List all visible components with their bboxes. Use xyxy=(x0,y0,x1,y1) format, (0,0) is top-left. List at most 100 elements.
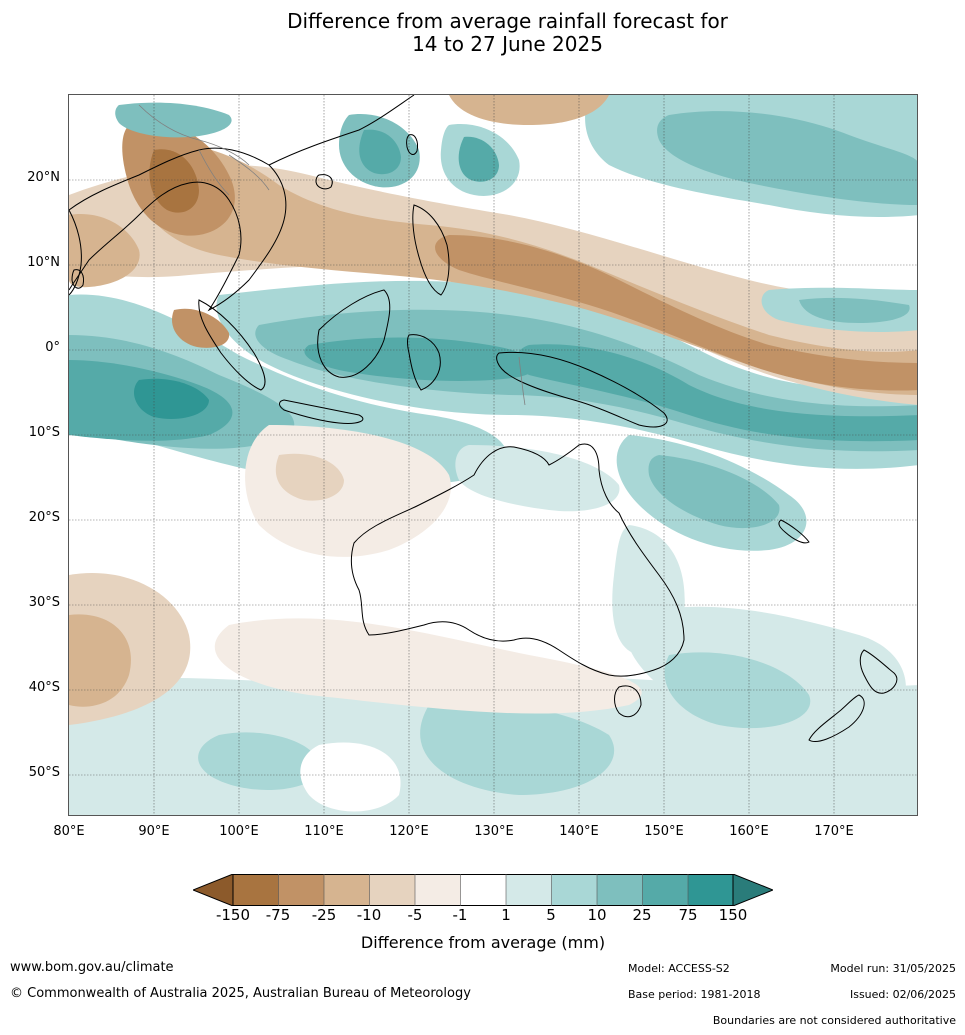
lat-label-0: 0° xyxy=(45,340,60,355)
colorbar-bin-6 xyxy=(460,874,506,906)
colorbar-tick-7: 1 xyxy=(501,906,511,924)
taiwan-teal-core xyxy=(359,129,401,175)
india-coastline xyxy=(69,209,82,296)
colorbar-outline xyxy=(232,874,734,906)
lat-label-50s: 50°S xyxy=(28,765,60,780)
southern-white-patch xyxy=(300,742,401,812)
colorbar-bin-11 xyxy=(688,874,733,906)
lon-label-160e: 160°E xyxy=(729,824,769,839)
north-au-teal xyxy=(455,445,620,512)
copyright-text: © Commonwealth of Australia 2025, Austra… xyxy=(10,986,471,1001)
lon-label-110e: 110°E xyxy=(304,824,344,839)
indian-ocean-teal-center xyxy=(134,378,209,420)
model-run-text: Model run: 31/05/2025 xyxy=(830,962,956,975)
bay-bengal-brown xyxy=(69,214,140,288)
colorbar-tick-10: 25 xyxy=(632,906,652,924)
southern-brown-patch-2 xyxy=(69,614,131,707)
coral-sea-teal-2 xyxy=(648,455,780,529)
sri-lanka-coastline xyxy=(71,269,84,289)
southern-teal-patch-2 xyxy=(198,732,321,790)
border-line-4 xyxy=(518,356,526,406)
southern-white-band xyxy=(141,512,640,615)
lat-label-40s: 40°S xyxy=(28,680,60,695)
lon-label-130e: 130°E xyxy=(474,824,514,839)
lon-label-150e: 150°E xyxy=(644,824,684,839)
nw-pacific-teal-2 xyxy=(657,111,917,205)
border-line-2 xyxy=(198,149,230,196)
colorbar-label: Difference from average (mm) xyxy=(360,933,606,952)
colorbar-tick-6: -1 xyxy=(452,906,468,924)
title-line-1: Difference from average rainfall forecas… xyxy=(287,9,728,33)
lon-label-120e: 120°E xyxy=(389,824,429,839)
asia-mainland-coastline xyxy=(69,147,287,312)
taiwan-coastline xyxy=(406,134,418,155)
western-brown-patch xyxy=(275,453,344,501)
lon-label-170e: 170°E xyxy=(814,824,854,839)
disclaimer-text: Boundaries are not considered authoritat… xyxy=(712,1014,956,1027)
coastlines xyxy=(69,95,898,742)
southern-teal-patch-1 xyxy=(420,701,615,795)
hainan-coastline xyxy=(315,174,333,190)
lat-label-10s: 10°S xyxy=(28,425,60,440)
colorbar-bin-3 xyxy=(324,874,370,906)
colorbar-bin-8 xyxy=(551,874,597,906)
borneo-coastline xyxy=(317,289,391,378)
colorbar-tick-11: 75 xyxy=(678,906,698,924)
philippines-coastline xyxy=(412,204,450,296)
tasmania-coastline xyxy=(614,685,642,718)
lon-label-80e: 80°E xyxy=(53,824,85,839)
map-title: Difference from average rainfall forecas… xyxy=(0,10,965,56)
colorbar-bin-1 xyxy=(233,874,279,906)
rainfall-map-canvas xyxy=(69,95,917,815)
lat-label-20n: 20°N xyxy=(27,170,60,185)
new-zealand-north-coastline xyxy=(859,649,898,694)
new-guinea-coastline xyxy=(496,351,668,428)
north-brown-top xyxy=(449,95,609,125)
lon-label-100e: 100°E xyxy=(219,824,259,839)
lat-label-30s: 30°S xyxy=(28,595,60,610)
lon-label-90e: 90°E xyxy=(138,824,170,839)
colorbar xyxy=(193,874,773,906)
base-period-text: Base period: 1981-2018 xyxy=(628,988,761,1001)
colorbar-tick-4: -10 xyxy=(356,906,382,924)
north-brown-dark xyxy=(435,235,917,391)
sulawesi-coastline xyxy=(407,334,441,391)
colorbar-dividers xyxy=(278,874,689,906)
colorbar-bin-5 xyxy=(415,874,461,906)
east-au-teal xyxy=(612,525,685,656)
graticule xyxy=(69,95,917,815)
lat-label-20s: 20°S xyxy=(28,510,60,525)
lat-label-10n: 10°N xyxy=(27,255,60,270)
website-link[interactable]: www.bom.gov.au/climate xyxy=(10,960,174,975)
rainfall-map xyxy=(68,94,918,816)
colorbar-bin-4 xyxy=(369,874,415,906)
lon-label-140e: 140°E xyxy=(559,824,599,839)
colorbar-tick-9: 10 xyxy=(587,906,607,924)
colorbar-tick-5: -5 xyxy=(407,906,423,924)
colorbar-tick-2: -75 xyxy=(265,906,291,924)
java-coastline xyxy=(279,399,364,424)
colorbar-bin-10 xyxy=(642,874,688,906)
colorbar-bin-7 xyxy=(506,874,552,906)
png-teal-core xyxy=(515,344,917,442)
model-text: Model: ACCESS-S2 xyxy=(628,962,730,975)
issued-text: Issued: 02/06/2025 xyxy=(849,988,956,1001)
colorbar-extend-high xyxy=(732,874,773,906)
sumatra-coastline xyxy=(198,299,266,391)
himalaya-teal xyxy=(115,102,232,138)
country-borders xyxy=(138,104,526,406)
colorbar-tick-12: 150 xyxy=(718,906,748,924)
colorbar-tick-1: -150 xyxy=(215,906,251,924)
title-line-2: 14 to 27 June 2025 xyxy=(412,32,603,56)
pacific-teal-band-core xyxy=(799,297,910,323)
china-coastline xyxy=(268,95,415,166)
colorbar-extend-low xyxy=(193,874,234,906)
colorbar-tick-8: 5 xyxy=(546,906,556,924)
border-line-3 xyxy=(228,154,270,191)
colorbar-bin-9 xyxy=(597,874,643,906)
new-caledonia-coastline xyxy=(778,519,810,544)
new-zealand-south-coastline xyxy=(808,694,865,742)
sumatra-brown xyxy=(171,308,230,348)
colorbar-tick-3: -25 xyxy=(311,906,337,924)
border-line-1 xyxy=(138,104,250,166)
